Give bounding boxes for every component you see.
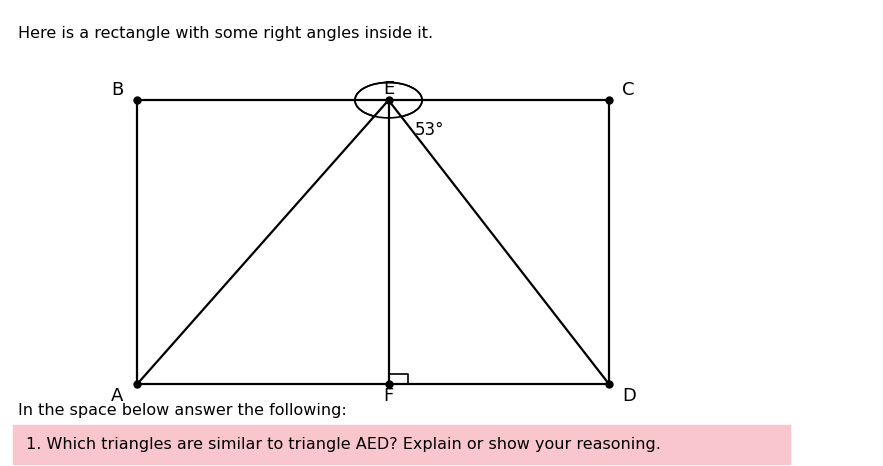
- Text: 53°: 53°: [415, 121, 444, 139]
- Text: In the space below answer the following:: In the space below answer the following:: [18, 403, 346, 418]
- Text: C: C: [623, 81, 635, 99]
- Text: D: D: [622, 387, 636, 405]
- Text: B: B: [111, 81, 124, 99]
- Text: A: A: [111, 387, 124, 405]
- Text: F: F: [383, 387, 394, 405]
- Text: 1. Which triangles are similar to triangle AED? Explain or show your reasoning.: 1. Which triangles are similar to triang…: [26, 437, 661, 452]
- Text: E: E: [383, 80, 394, 97]
- Text: Here is a rectangle with some right angles inside it.: Here is a rectangle with some right angl…: [18, 26, 433, 41]
- FancyBboxPatch shape: [13, 425, 790, 464]
